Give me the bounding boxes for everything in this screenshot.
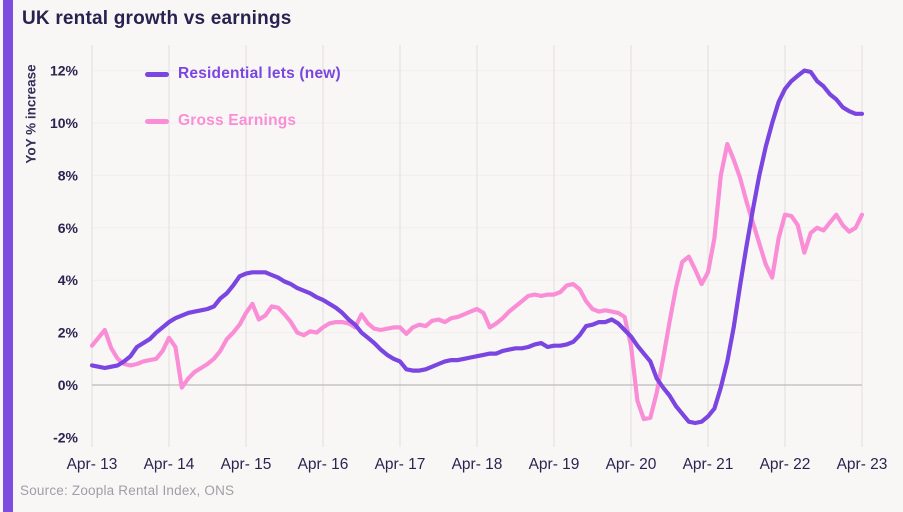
legend-line-swatch [145, 71, 169, 77]
x-tick-label: Apr- 18 [452, 456, 503, 473]
legend-item-residential-lets-new: Residential lets (new) [145, 64, 341, 84]
y-tick-label: 12% [50, 63, 79, 79]
x-tick-label: Apr- 14 [144, 456, 195, 473]
x-tick-label: Apr- 19 [529, 456, 580, 473]
y-tick-label: 0% [58, 377, 79, 393]
x-tick-label: Apr- 17 [375, 456, 426, 473]
accent-bar [3, 0, 13, 512]
y-axis-label: YoY % increase [23, 64, 39, 164]
source-note: Source: Zoopla Rental Index, ONS [20, 483, 235, 498]
gross-earnings-line [89, 141, 865, 422]
legend-label: Residential lets (new) [178, 65, 341, 82]
y-tick-label: 8% [58, 167, 79, 183]
y-tick-label: -2% [53, 429, 78, 445]
legend-line-swatch [145, 118, 169, 124]
x-tick-label: Apr- 20 [606, 456, 657, 473]
x-tick-label: Apr- 23 [837, 456, 888, 473]
x-tick-label: Apr- 22 [760, 456, 811, 473]
legend-label: Gross Earnings [178, 112, 297, 129]
y-tick-label: 6% [58, 220, 79, 236]
legend: Residential lets (new) Gross Earnings [145, 64, 341, 158]
y-tick-label: 4% [58, 272, 79, 288]
y-tick-label: 10% [50, 115, 79, 131]
x-tick-label: Apr- 21 [683, 456, 734, 473]
y-tick-label: 2% [58, 325, 79, 341]
x-tick-label: Apr- 15 [221, 456, 272, 473]
residential-lets-line [89, 68, 865, 426]
page-title: UK rental growth vs earnings [22, 8, 292, 29]
x-tick-label: Apr- 16 [298, 456, 349, 473]
legend-item-gross-earnings: Gross Earnings [145, 111, 341, 131]
x-tick-label: Apr- 13 [67, 456, 118, 473]
